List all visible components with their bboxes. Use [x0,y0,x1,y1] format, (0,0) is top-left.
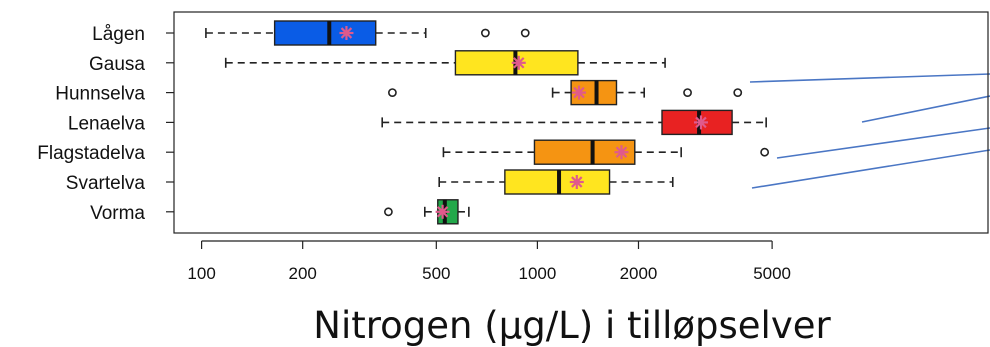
connector-line [749,73,990,83]
box [273,20,377,46]
connector-line [751,149,990,189]
x-tick-label: 500 [422,264,450,283]
category-label-hunnselva: Hunnselva [55,84,145,105]
x-tick-label: 5000 [753,264,791,283]
mean-asterisk-stroke [695,116,707,129]
connector-line [861,95,990,123]
box-row-gausa [224,50,666,76]
outlier-point [760,147,770,157]
connector-lines [749,73,990,189]
mean-marker [435,204,450,219]
box-row-svartelva [438,169,674,195]
category-labels: Lågen Gausa Hunnselva Lenaelva Flagstadelva S… [37,24,174,224]
boxes-layer [205,20,770,225]
category-label-flagstadelva: Flagstadelva [37,143,145,164]
category-label-gausa: Gausa [89,54,145,75]
box-row-hunnselva [388,79,743,106]
mean-marker [511,55,526,70]
outlier-point [384,207,393,217]
outlier-point [388,88,397,97]
x-tick-label: 2000 [620,264,658,283]
x-tick-label: 200 [288,264,316,283]
box-row-lenaelva [381,109,767,136]
x-tick-label: 100 [187,264,215,283]
category-label-lenaelva: Lenaelva [68,113,146,134]
outlier-point [733,88,743,97]
outlier-point [683,88,692,97]
x-tick-label: 1000 [518,264,556,283]
category-label-l-gen: Lågen [92,24,145,45]
category-label-svartelva: Svartelva [66,173,146,194]
mean-marker [614,145,629,160]
box-row-l-gen [205,20,530,46]
x-axis-label: Nitrogen (µg/L) i tilløpselver [313,304,831,347]
mean-marker [339,26,354,40]
mean-asterisk-stroke [513,57,525,69]
outlier-point [480,28,490,38]
mean-asterisk-stroke [436,206,449,218]
outlier-point [520,28,530,38]
mean-marker [569,175,584,189]
mean-asterisk-stroke [573,86,585,99]
category-label-vorma: Vorma [90,203,145,224]
mean-asterisk-stroke [340,27,353,39]
mean-asterisk-stroke [615,146,628,158]
mean-marker [571,85,586,100]
box-row-vorma [384,199,470,225]
connector-line [776,127,990,159]
mean-asterisk-stroke [571,176,583,188]
box-row-flagstadelva [442,139,770,165]
x-axis: 100 200 500 1000 2000 5000 [187,240,791,283]
mean-marker [693,115,708,130]
